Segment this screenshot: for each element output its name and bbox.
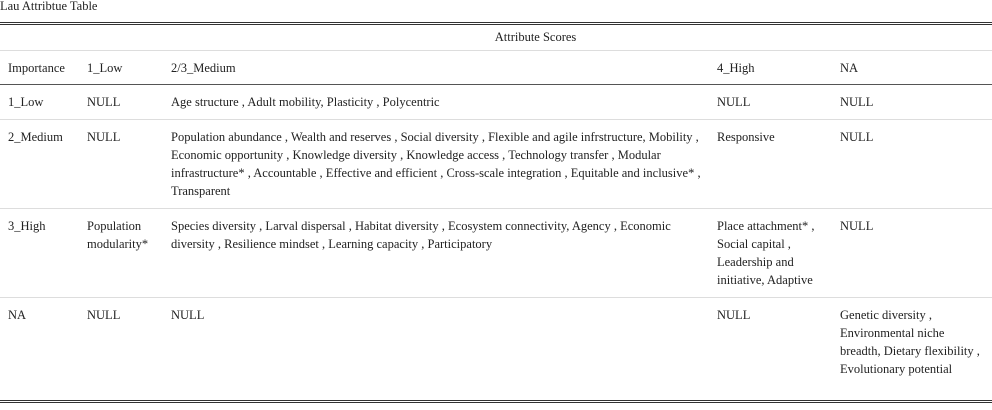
- table-cell: NULL: [717, 308, 751, 322]
- table-caption: Lau Attribtue Table: [0, 0, 98, 13]
- table-cell: NULL: [709, 84, 832, 120]
- table-cell: NULL: [171, 308, 205, 322]
- column-header: 4_High: [709, 50, 832, 85]
- table-cell: Population abundance , Wealth and reserv…: [163, 119, 709, 209]
- table-cell: 3_High: [0, 208, 79, 298]
- table-cell: Population modularity*: [79, 208, 163, 298]
- table-cell: Place attachment* , Social capital , Lea…: [709, 208, 832, 298]
- column-header: 2/3_Medium: [163, 50, 709, 85]
- table-cell: NULL: [79, 84, 163, 120]
- table-row: 3_High Population modularity* Species dive…: [0, 208, 992, 298]
- table-row: 1_Low NULL Age structure , Adult mobility,…: [0, 84, 992, 120]
- header-cell: [0, 23, 79, 51]
- column-header: 1_Low: [79, 50, 163, 85]
- table-cell: NULL: [832, 208, 992, 298]
- table-cell: NULL: [79, 119, 163, 209]
- column-header: Importance: [0, 50, 79, 85]
- table-cell: NA: [8, 308, 27, 322]
- table-cell: Responsive: [709, 119, 832, 209]
- table-cell: Genetic diversity , Environmental niche …: [840, 308, 980, 376]
- attribute-table: Attribute Scores Importance 1_Low 2/3_Medi…: [0, 22, 992, 403]
- column-header: NA: [832, 50, 992, 85]
- table-row: NA NULL NULL NULL Genetic diversity , Enviro…: [0, 298, 992, 402]
- table-cell: 1_Low: [0, 84, 79, 120]
- table-row: 2_Medium NULL Population abundance , Wealt…: [0, 119, 992, 209]
- group-header: Attribute Scores: [79, 23, 992, 51]
- table-cell: NULL: [832, 119, 992, 209]
- table-cell: Species diversity , Larval dispersal , H…: [163, 208, 709, 298]
- table-cell: Age structure , Adult mobility, Plastici…: [163, 84, 709, 120]
- table-cell: 2_Medium: [0, 119, 79, 209]
- table-cell: NULL: [87, 308, 121, 322]
- table-cell: NULL: [832, 84, 992, 120]
